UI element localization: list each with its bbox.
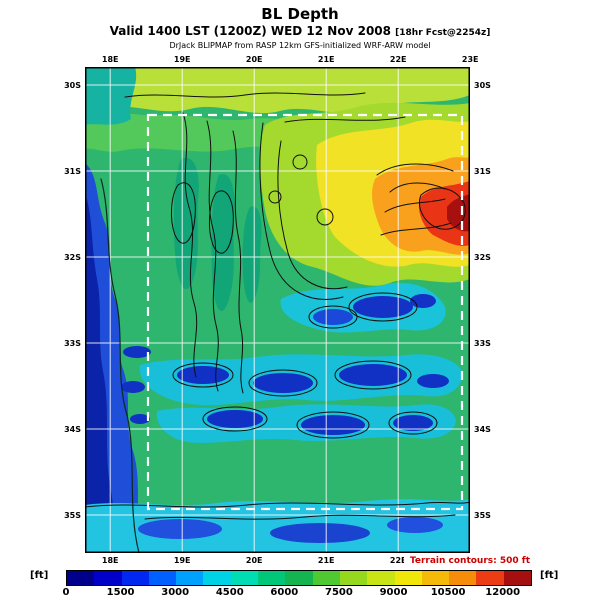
lon-label-bottom: 18E	[101, 556, 119, 565]
contour-lines	[84, 92, 471, 554]
lat-label-left: 35S	[64, 511, 81, 520]
lon-label-top: 22E	[389, 55, 407, 64]
lat-label-left: 33S	[64, 339, 81, 348]
colorbar-tick: 0	[62, 587, 70, 598]
grid-lines	[85, 67, 470, 553]
colorbar-segment	[503, 571, 532, 585]
valid-time-main: Valid 1400 LST (1200Z) WED 12 Nov 2008	[109, 24, 396, 38]
colorbar-segment	[312, 571, 340, 585]
colorbar-segment	[230, 571, 259, 585]
lon-label-bottom: 20E	[245, 556, 263, 565]
model-credit-line: DrJack BLIPMAP from RASP 12km GFS-initia…	[169, 41, 431, 50]
colorbar-segment	[421, 571, 450, 585]
lat-label-left: 32S	[64, 253, 81, 262]
colorbar-segment	[203, 571, 231, 585]
colorbar-tick: 1500	[106, 587, 135, 598]
lat-label-right: 35S	[474, 511, 491, 520]
colorbar-segment	[476, 571, 504, 585]
map-color-field	[85, 67, 470, 553]
colorbar-segment	[285, 571, 313, 585]
terrain-contours-note: Terrain contours: 500 ft	[403, 555, 530, 567]
colorbar-segment	[449, 571, 477, 585]
colorbar-segment	[367, 571, 395, 585]
colorbar-tick: 6000	[270, 587, 299, 598]
colorbar-unit-left: [ft]	[30, 570, 49, 581]
lat-label-right: 32S	[474, 253, 491, 262]
domain-inset-box	[146, 113, 464, 511]
colorbar-tick-labels: 0 1500 3000 4500 6000 7500 9000 10500 12000	[62, 587, 530, 599]
lon-label-top: 19E	[173, 55, 191, 64]
colorbar-tick: 7500	[325, 587, 353, 598]
lon-label-top: 23E	[461, 55, 479, 64]
lat-label-right: 33S	[474, 339, 491, 348]
bl-depth-map	[84, 67, 471, 554]
colorbar-tick: 3000	[161, 587, 190, 598]
lon-label-top: 20E	[245, 55, 263, 64]
colorbar-tick: 4500	[215, 587, 244, 598]
colorbar-segment	[67, 571, 95, 585]
lat-label-right: 30S	[474, 81, 491, 90]
lon-label-top: 21E	[317, 55, 335, 64]
page-title: BL Depth	[261, 5, 339, 23]
valid-time-line: Valid 1400 LST (1200Z) WED 12 Nov 2008 […	[0, 24, 600, 38]
lat-label-right: 34S	[474, 425, 491, 434]
forecast-tag: [18hr Fcst@2254z]	[395, 28, 491, 38]
colorbar-segment	[339, 571, 368, 585]
colorbar-segment	[121, 571, 149, 585]
colorbar	[66, 570, 532, 586]
lon-label-bottom: 22E	[389, 556, 407, 565]
colorbar-unit-right: [ft]	[540, 570, 559, 581]
colorbar-segment	[94, 571, 122, 585]
colorbar-tick: 12000	[485, 587, 521, 598]
lat-label-left: 31S	[64, 167, 81, 176]
colorbar-segment	[176, 571, 204, 585]
colorbar-tick: 10500	[430, 587, 466, 598]
map-border	[85, 67, 470, 553]
lat-label-right: 31S	[474, 167, 491, 176]
lon-label-top: 18E	[101, 55, 119, 64]
colorbar-segment	[148, 571, 177, 585]
colorbar-segment	[258, 571, 286, 585]
colorbar-tick: 9000	[379, 587, 408, 598]
lat-label-left: 30S	[64, 81, 81, 90]
colorbar-segment	[394, 571, 422, 585]
lat-label-left: 34S	[64, 425, 81, 434]
lon-label-bottom: 21E	[317, 556, 335, 565]
map-canvas	[84, 67, 471, 554]
lon-label-bottom: 19E	[173, 556, 191, 565]
